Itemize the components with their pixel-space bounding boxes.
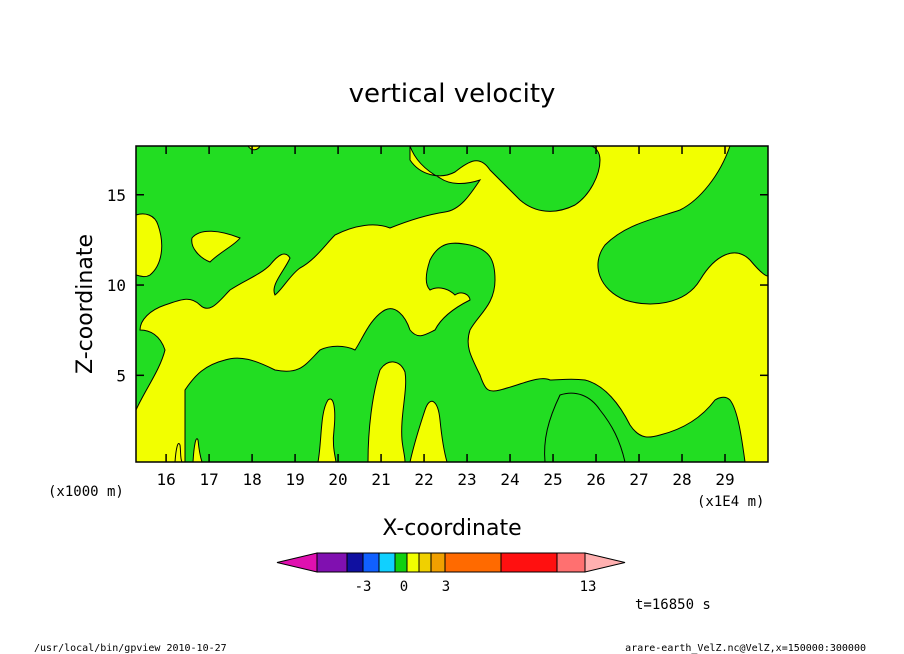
x-tick-label: 16 <box>156 470 175 489</box>
colorbar-swatch <box>276 552 318 573</box>
x-tick-label: 25 <box>543 470 562 489</box>
positive-region-main <box>135 145 769 463</box>
positive-region-column-1 <box>317 398 337 463</box>
y-axis-title: Z-coordinate <box>73 234 98 374</box>
colorbar-swatch <box>556 552 586 573</box>
colorbar-swatch <box>500 552 558 573</box>
positive-region-left-upper <box>135 213 163 278</box>
x-tick-label: 23 <box>457 470 476 489</box>
y-axis: 5 10 15 <box>107 186 768 385</box>
colorbar-swatch <box>346 552 364 573</box>
y-tick-label: 10 <box>107 276 126 295</box>
colorbar-label-neg3: -3 <box>355 579 372 595</box>
x-tick-label: 19 <box>285 470 304 489</box>
x-tick-label: 26 <box>586 470 605 489</box>
colorbar-swatch <box>444 552 502 573</box>
colorbar-swatch <box>394 552 408 573</box>
colorbar-label-0: 0 <box>400 579 408 595</box>
x-axis-title: X-coordinate <box>382 516 521 541</box>
y-factor-label: (x1000 m) <box>48 484 124 500</box>
x-tick-label: 24 <box>500 470 519 489</box>
colorbar-swatch <box>316 552 348 573</box>
positive-region-sliver-2 <box>192 438 203 463</box>
x-tick-label: 22 <box>414 470 433 489</box>
colorbar-swatch <box>362 552 380 573</box>
positive-region-column-2 <box>367 361 407 463</box>
positive-region-island-1 <box>191 230 241 263</box>
positive-region-sliver-1 <box>174 443 183 463</box>
x-factor-label: (x1E4 m) <box>697 494 764 510</box>
x-tick-label: 20 <box>328 470 347 489</box>
x-tick-label: 28 <box>672 470 691 489</box>
colorbar-swatch <box>584 552 626 573</box>
y-tick-label: 15 <box>107 186 126 205</box>
colorbar-swatch <box>418 552 432 573</box>
negative-region-bottom <box>544 392 626 463</box>
plot-frame <box>135 145 769 463</box>
x-tick-label: 21 <box>371 470 390 489</box>
footer-right: arare-earth_VelZ.nc@VelZ,x=150000:300000 <box>625 643 866 654</box>
contour-plot <box>135 145 769 463</box>
colorbar-swatch <box>378 552 396 573</box>
colorbar-swatch <box>406 552 420 573</box>
footer-left: /usr/local/bin/gpview 2010-10-27 <box>34 643 227 654</box>
x-tick-label: 17 <box>199 470 218 489</box>
x-tick-label: 18 <box>242 470 261 489</box>
colorbar-swatch <box>430 552 446 573</box>
colorbar-label-3: 3 <box>442 579 450 595</box>
colorbar <box>276 552 626 573</box>
x-axis: 16 17 18 19 20 21 22 23 24 25 26 27 28 29 <box>156 146 735 489</box>
colorbar-labels: -3 0 3 13 <box>355 579 597 595</box>
x-tick-label: 27 <box>629 470 648 489</box>
colorbar-label-13: 13 <box>580 579 597 595</box>
time-label: t=16850 s <box>635 597 711 613</box>
chart-title: vertical velocity <box>349 79 556 109</box>
x-tick-label: 29 <box>715 470 734 489</box>
y-tick-label: 5 <box>116 366 126 385</box>
positive-region-column-3 <box>409 400 448 463</box>
